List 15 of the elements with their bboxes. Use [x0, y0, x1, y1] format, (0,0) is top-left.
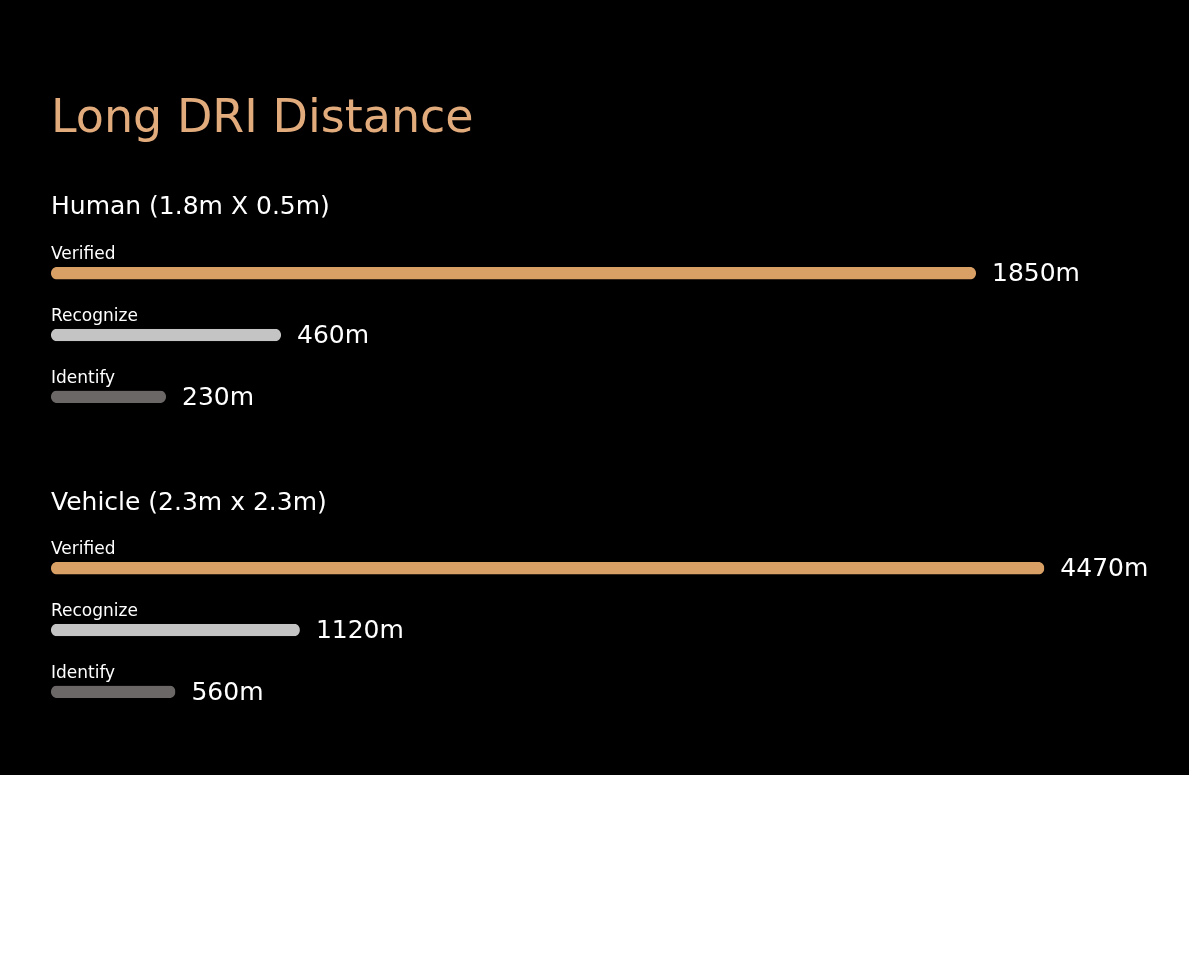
category-label: Recognize [51, 600, 138, 620]
chart-title: Vehicle (2.3m x 2.3m) [51, 487, 327, 516]
data-label: 4470m [1060, 553, 1149, 583]
category-label: Verified [51, 243, 116, 264]
data-label: 460m [297, 320, 370, 349]
category-label: Recognize [51, 305, 138, 325]
data-label: 560m [191, 676, 264, 706]
data-label: 1850m [992, 258, 1080, 288]
category-label: Identify [51, 366, 116, 387]
data-label: 230m [182, 381, 255, 411]
category-label: Identify [51, 661, 116, 682]
chart-subtitle: Human (1.8m X 0.5m) [51, 191, 330, 220]
data-label: 1120m [315, 615, 404, 644]
category-label: Verified [51, 538, 116, 559]
chart-title: Long DRI Distance [51, 89, 474, 143]
